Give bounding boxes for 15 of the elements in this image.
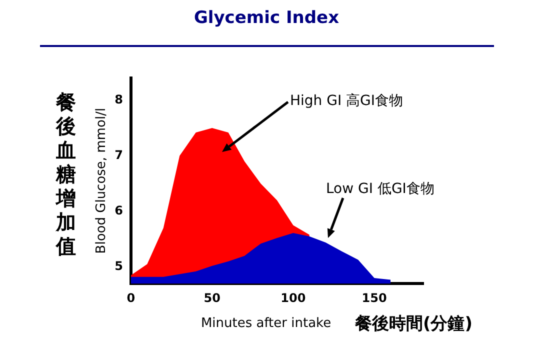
text: 餐後時間(分鐘) (354, 312, 472, 335)
x-tick-label: 100 (280, 290, 306, 305)
x-tick-label: 0 (126, 290, 136, 305)
y-tick-label: 6 (114, 203, 123, 218)
x-axis-title: Minutes after intake (200, 316, 332, 331)
y-tick-label: 7 (114, 148, 123, 162)
chart-title: Glycemic Index (192, 8, 340, 28)
y-tick-label: 8 (114, 92, 123, 106)
y-tick-label: 5 (114, 259, 123, 274)
y-axis-title: Blood Glucose, mmol/l (94, 108, 110, 254)
x-tick-label: 150 (362, 290, 387, 305)
x-tick-label: 50 (204, 290, 220, 305)
annotation: High GI 高GI食物 (290, 92, 404, 110)
text: 餐後血糖增加值 (55, 90, 77, 258)
annotation: Low GI 低GI食物 (326, 180, 434, 198)
